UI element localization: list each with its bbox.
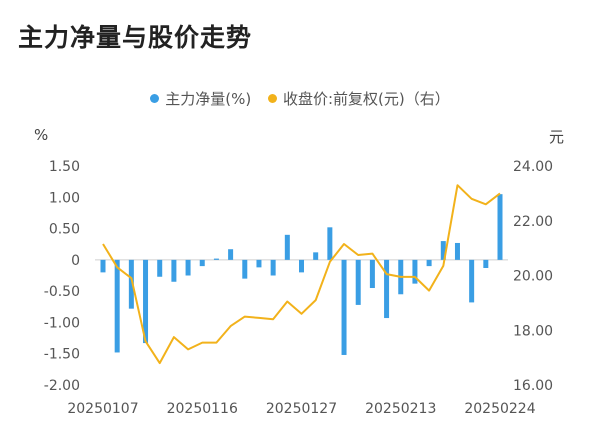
flow-bar[interactable] (327, 227, 333, 260)
flow-bar[interactable] (270, 259, 276, 276)
x-tick-label: 20250224 (464, 401, 535, 417)
flow-bar[interactable] (256, 259, 262, 268)
price-line[interactable] (102, 184, 501, 365)
x-tick-label: 20250116 (167, 401, 238, 417)
legend-item-price[interactable]: 收盘价:前复权(元)（右） (267, 88, 450, 109)
bar-series (100, 194, 503, 355)
x-tick-label: 20250127 (266, 401, 337, 417)
chart-title: 主力净量与股价走势 (18, 23, 253, 52)
left-y-tick-label: -1.00 (44, 315, 80, 331)
flow-bar[interactable] (313, 252, 319, 260)
x-axis: 20250107 20250116 20250127 20250213 20250224 (67, 401, 535, 417)
flow-bar[interactable] (440, 241, 446, 260)
flow-bar[interactable] (426, 259, 432, 267)
left-y-axis: 1.50 1.00 0.50 0 -0.50 -1.00 -1.50 -2.00 (44, 159, 80, 394)
flow-bar[interactable] (355, 259, 361, 305)
left-y-tick-label: 0.50 (49, 222, 80, 238)
legend-swatch-flow (150, 94, 160, 103)
x-tick-label: 20250213 (365, 401, 436, 417)
flow-bar[interactable] (369, 259, 375, 289)
flow-bar[interactable] (469, 259, 475, 303)
flow-bar[interactable] (100, 259, 106, 273)
flow-bar[interactable] (157, 259, 163, 277)
flow-bar[interactable] (412, 259, 418, 284)
flow-bar[interactable] (199, 259, 205, 267)
right-y-tick-label: 20.00 (513, 269, 553, 285)
right-axis-unit: 元 (549, 128, 565, 146)
left-y-tick-label: -1.50 (44, 347, 80, 363)
flow-bar[interactable] (185, 259, 191, 276)
legend-item-flow[interactable]: 主力净量(%) (150, 88, 251, 109)
left-y-tick-label: 1.50 (49, 159, 80, 175)
flow-bar[interactable] (284, 234, 290, 260)
right-y-tick-label: 24.00 (513, 159, 553, 175)
legend: 主力净量(%) 收盘价:前复权(元)（右） (0, 88, 600, 109)
legend-label-price: 收盘价:前复权(元)（右） (282, 90, 450, 108)
left-y-tick-label: -0.50 (44, 284, 80, 300)
left-axis-unit: % (34, 126, 49, 144)
left-y-tick-label: 1.00 (49, 190, 80, 206)
flow-bar[interactable] (497, 194, 503, 260)
legend-label-flow: 主力净量(%) (165, 90, 252, 108)
legend-swatch-price (267, 94, 277, 103)
left-y-tick-label: 0 (71, 253, 80, 269)
flow-bar[interactable] (483, 259, 489, 268)
flow-bar[interactable] (171, 259, 177, 282)
right-y-tick-label: 22.00 (513, 214, 553, 230)
flow-bar[interactable] (128, 259, 134, 309)
flow-bar[interactable] (228, 249, 234, 260)
left-y-tick-label: -2.00 (44, 378, 80, 394)
flow-bar[interactable] (143, 259, 149, 344)
flow-bar[interactable] (384, 259, 390, 319)
right-y-axis: 24.00 22.00 20.00 18.00 16.00 (513, 159, 553, 394)
flow-bar[interactable] (213, 258, 219, 260)
flow-bar[interactable] (341, 259, 347, 355)
flow-bar[interactable] (299, 259, 304, 273)
line-series (102, 184, 501, 365)
flow-bar[interactable] (114, 259, 120, 353)
x-tick-label: 20250107 (67, 401, 138, 417)
flow-bar[interactable] (242, 259, 248, 279)
right-y-tick-label: 16.00 (513, 378, 553, 394)
flow-bar[interactable] (454, 242, 460, 260)
right-y-tick-label: 18.00 (513, 323, 553, 339)
